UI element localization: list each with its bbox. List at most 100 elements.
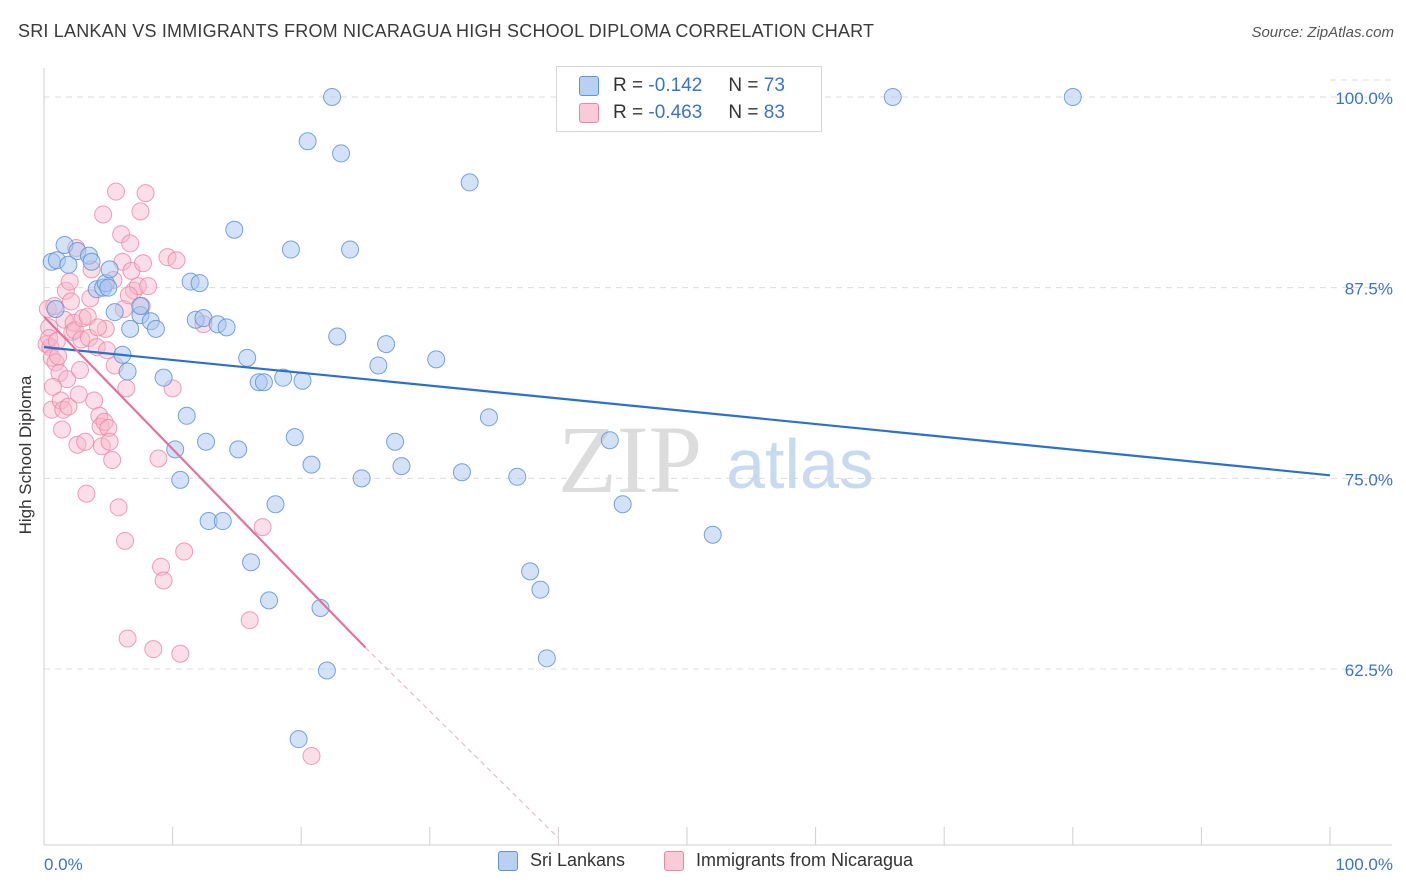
legend-swatch-blue xyxy=(498,850,518,871)
srilankan-point xyxy=(260,591,279,610)
legend-label-srilankans: Sri Lankans xyxy=(530,850,626,870)
srilankan-point xyxy=(600,431,619,450)
srilankan-point xyxy=(131,296,150,315)
legend-row-srilankans: R = -0.142 N = 73 xyxy=(579,74,785,98)
y-tick-label: 100.0% xyxy=(1335,89,1393,108)
nicaragua-point xyxy=(85,391,104,410)
legend-r-value: -0.463 xyxy=(648,102,703,123)
nicaragua-point xyxy=(107,182,126,201)
srilankan-point xyxy=(166,440,185,459)
srilankan-point xyxy=(377,335,396,354)
nicaragua-point xyxy=(131,202,150,221)
nicaragua-point xyxy=(60,272,79,291)
srilankan-point xyxy=(59,255,78,274)
srilankan-point xyxy=(266,495,285,514)
nicaragua-point xyxy=(253,518,272,537)
srilankan-point xyxy=(311,598,330,617)
nicaragua-point xyxy=(171,644,190,663)
nicaragua-point xyxy=(240,611,259,630)
srilankan-point xyxy=(537,649,556,668)
nicaragua-point xyxy=(80,329,99,348)
nicaragua-point xyxy=(53,420,72,439)
watermark-zip: ZIP xyxy=(558,406,702,513)
srilankan-point xyxy=(100,260,119,279)
srilankan-point xyxy=(197,432,216,451)
srilankan-point xyxy=(190,274,209,293)
srilankan-point xyxy=(242,553,261,572)
srilankan-point xyxy=(613,495,632,514)
srilankan-point xyxy=(883,88,902,106)
srilankan-point xyxy=(332,144,351,163)
srilankan-point xyxy=(293,371,312,390)
srilankan-point xyxy=(281,240,300,259)
srilankan-point xyxy=(369,356,388,375)
nicaragua-point xyxy=(119,286,138,305)
srilankan-point xyxy=(99,278,118,297)
srilankan-point xyxy=(328,327,347,346)
srilankan-point xyxy=(1063,88,1082,106)
srilankan-point xyxy=(508,467,527,486)
nicaragua-point xyxy=(62,292,81,311)
legend-n-value: 83 xyxy=(763,102,785,123)
srilankan-point xyxy=(46,300,65,319)
srilankan-point xyxy=(341,240,360,259)
bottom-legend: Sri Lankans Immigrants from Nicaragua xyxy=(0,850,1406,878)
nicaragua-point xyxy=(71,361,90,380)
legend-r-label: R = xyxy=(613,75,644,96)
srilankan-point xyxy=(229,440,248,459)
srilankan-point xyxy=(289,730,308,749)
srilankan-trend-line xyxy=(43,346,1331,477)
legend-r-label: R = xyxy=(613,102,644,123)
srilankan-point xyxy=(171,470,190,489)
nicaragua-trend-extension xyxy=(365,647,559,839)
srilankan-point xyxy=(118,362,137,381)
srilankan-point xyxy=(460,173,479,192)
nicaragua-point xyxy=(128,277,147,296)
nicaragua-point xyxy=(136,184,155,203)
srilankan-point xyxy=(238,348,257,367)
nicaragua-point xyxy=(54,400,73,419)
watermark-atlas: atlas xyxy=(726,425,874,503)
nicaragua-point xyxy=(152,557,171,576)
nicaragua-point xyxy=(47,332,66,351)
x-tick-label-max: 100.0% xyxy=(1335,855,1393,874)
srilankan-point xyxy=(452,463,471,482)
srilankan-point xyxy=(254,373,273,392)
srilankan-point xyxy=(392,457,411,476)
nicaragua-point xyxy=(149,449,168,468)
srilankan-point xyxy=(479,408,498,427)
nicaragua-point xyxy=(175,542,194,561)
chart-title: SRI LANKAN VS IMMIGRANTS FROM NICARAGUA … xyxy=(18,21,875,41)
legend-n-label: N = xyxy=(728,75,759,96)
nicaragua-point xyxy=(98,341,117,360)
nicaragua-point xyxy=(96,319,115,338)
legend-swatch-pink xyxy=(664,850,684,871)
legend-row-nicaragua: R = -0.463 N = 83 xyxy=(579,101,785,125)
nicaragua-point xyxy=(69,385,88,404)
srilankan-point xyxy=(317,661,336,680)
y-tick-label: 62.5% xyxy=(1345,661,1393,680)
nicaragua-trend-line xyxy=(43,315,367,649)
legend-swatch-pink xyxy=(579,103,599,123)
nicaragua-point xyxy=(144,640,163,659)
axes xyxy=(43,68,1392,846)
grid-lines xyxy=(44,79,1392,670)
srilankan-point xyxy=(323,88,342,106)
nicaragua-point xyxy=(116,531,135,550)
nicaragua-point xyxy=(58,370,77,389)
srilankan-point xyxy=(352,469,371,488)
legend-item-nicaragua: Immigrants from Nicaragua xyxy=(664,850,913,871)
y-tick-label: 87.5% xyxy=(1345,280,1393,299)
nicaragua-point xyxy=(76,432,95,451)
x-tick-label-min: 0.0% xyxy=(44,855,83,874)
stats-legend: R = -0.142 N = 73 R = -0.463 N = 83 xyxy=(556,66,822,132)
nicaragua-point xyxy=(49,347,68,366)
legend-r-value: -0.142 xyxy=(648,75,703,96)
watermark: ZIP atlas xyxy=(558,406,874,513)
legend-n-label: N = xyxy=(728,102,759,123)
nicaragua-point xyxy=(134,254,153,273)
nicaragua-point xyxy=(118,629,137,648)
srilankan-point xyxy=(427,350,446,369)
legend-n-value: 73 xyxy=(763,75,785,96)
nicaragua-point xyxy=(139,277,158,296)
